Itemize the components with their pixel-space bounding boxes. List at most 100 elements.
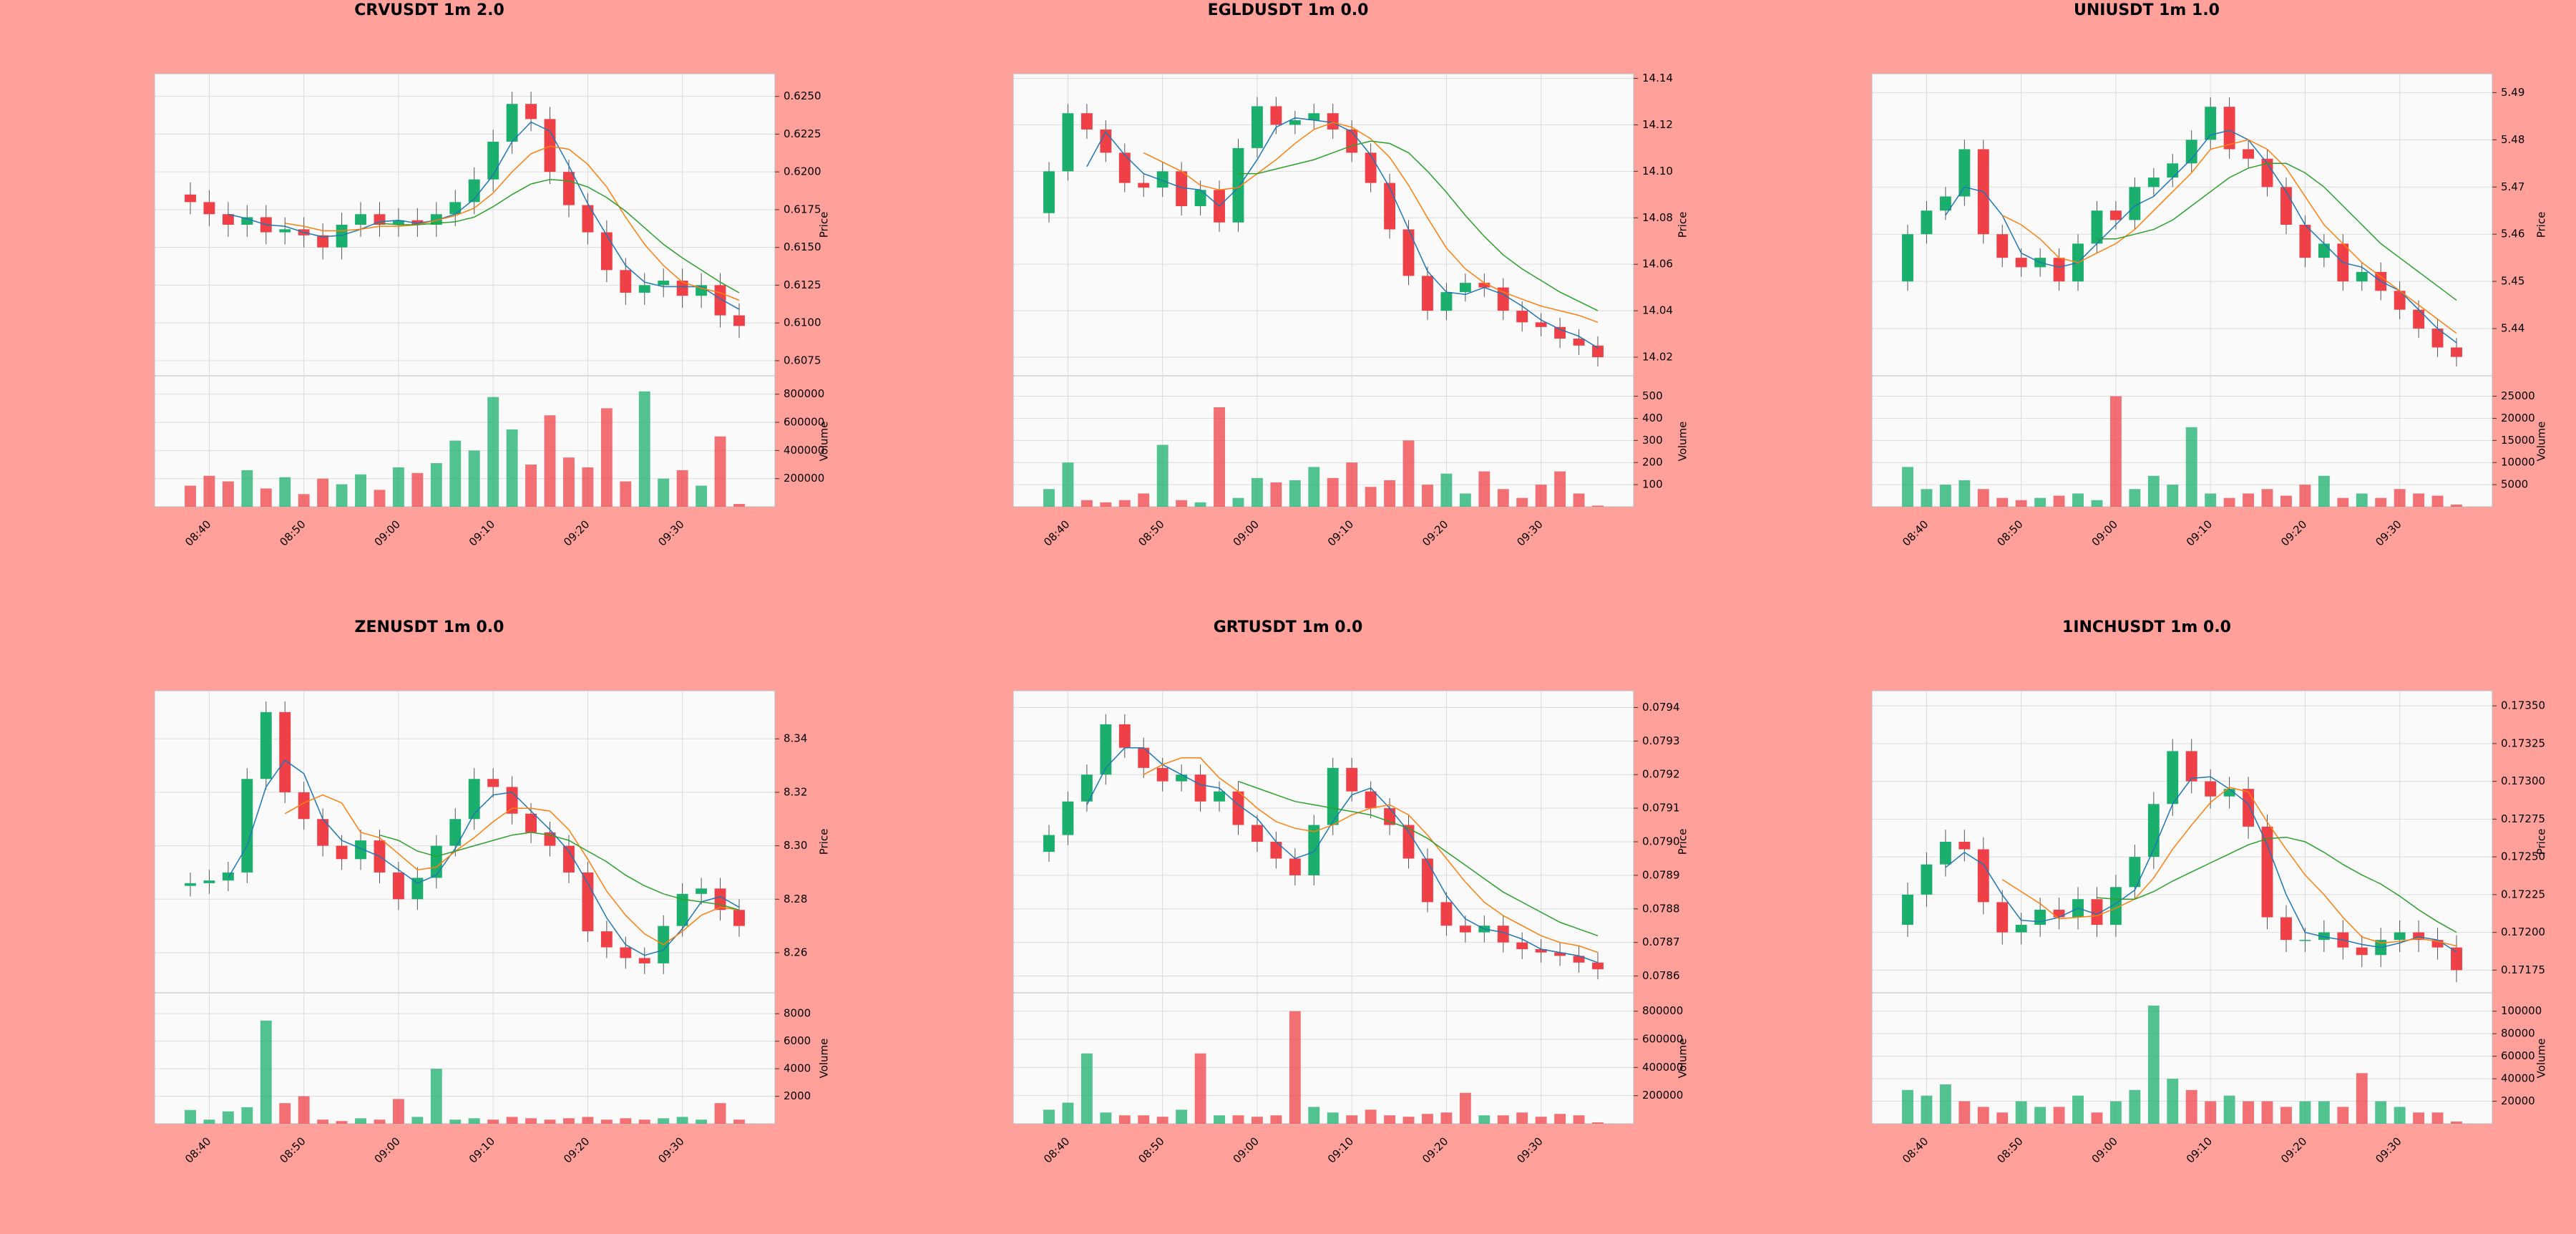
candle-body	[449, 202, 462, 215]
volume-bar	[1440, 1112, 1453, 1124]
volume-bar	[2109, 1101, 2122, 1124]
candle-body	[185, 883, 196, 886]
candle-body	[1289, 858, 1301, 875]
candle-body	[1176, 171, 1188, 207]
volume-bar	[1958, 1101, 1971, 1124]
y-tick-label: 0.6100	[784, 316, 821, 329]
chart-title: ZENUSDT 1m 0.0	[355, 618, 504, 636]
candle-body	[1440, 902, 1453, 926]
volume-bar	[600, 408, 613, 507]
candle-body	[1921, 210, 1933, 235]
x-tick-label: 09:20	[561, 1135, 592, 1165]
volume-bar	[1958, 480, 1971, 507]
candle-body	[1958, 842, 1971, 850]
y2-tick-label: 100	[1642, 478, 1663, 491]
volume-bar	[2053, 495, 2065, 507]
candle-body	[2356, 947, 2368, 956]
candle-body	[2015, 258, 2027, 268]
volume-bar	[620, 1118, 632, 1124]
volume-bar	[2072, 493, 2084, 507]
chart-panel: GRTUSDT 1m 0.0 0.0786 0.0787 0.0788 0.0789 0.…	[1013, 618, 1689, 1166]
x-tick-label: 09:30	[2373, 518, 2404, 548]
candle-body	[1232, 791, 1244, 825]
x-tick-label: 09:30	[1514, 1135, 1545, 1165]
y-tick-label: 0.0788	[1642, 902, 1680, 915]
candle-body	[241, 779, 253, 873]
volume-bar	[1402, 440, 1415, 507]
candle-body	[392, 872, 404, 900]
volume-bar	[1062, 462, 1074, 507]
y2-tick-label: 20000	[2501, 412, 2535, 424]
volume-bar	[2261, 489, 2273, 507]
candle-body	[2261, 158, 2273, 188]
y-tick-label: 5.45	[2501, 275, 2524, 288]
moving-average-line	[1143, 122, 1599, 324]
x-tick-label: 08:50	[277, 518, 308, 548]
candle-body	[2280, 917, 2292, 941]
volume-bar	[714, 436, 726, 507]
candle-body	[2129, 857, 2141, 888]
y-tick-label: 0.0790	[1642, 835, 1680, 848]
volume-bar	[1308, 467, 1320, 507]
candle-body	[1384, 183, 1396, 230]
candle-body	[1062, 113, 1074, 172]
volume-bar	[2147, 475, 2160, 507]
chart-panel: ZENUSDT 1m 0.0 8.26 8.28 8.30 8.32 8.34 2000 40…	[154, 618, 831, 1166]
y-tick-label: 0.17175	[2501, 963, 2545, 976]
candle-body	[2034, 909, 2046, 926]
x-tick-label: 09:10	[467, 1135, 497, 1165]
volume-bar	[714, 1103, 726, 1124]
y-axis-label: Price	[2535, 212, 2548, 238]
volume-bar	[1270, 1115, 1282, 1124]
y-tick-label: 0.6075	[784, 354, 821, 366]
volume-bar	[1327, 477, 1339, 507]
volume-bar	[185, 485, 196, 507]
moving-average-line	[284, 794, 740, 946]
volume-bar	[1194, 1053, 1206, 1124]
candle-body	[1422, 858, 1433, 903]
y-tick-label: 0.17200	[2501, 926, 2545, 938]
candle-body	[1516, 311, 1528, 323]
volume-bar	[1346, 462, 1358, 507]
volume-bar	[2375, 497, 2387, 507]
x-tick-label: 09:30	[655, 1135, 686, 1165]
volume-bar	[2261, 1101, 2273, 1124]
volume-bar	[2053, 1107, 2065, 1124]
y2-tick-label: 400000	[1642, 1061, 1683, 1074]
y-tick-label: 0.17350	[2501, 699, 2545, 712]
volume-bar	[676, 1117, 688, 1124]
candle-body	[600, 931, 613, 948]
y2-tick-label: 2000	[784, 1089, 811, 1102]
y2-tick-label: 400000	[784, 444, 824, 457]
candle-body	[525, 813, 537, 832]
plot-area	[154, 73, 776, 507]
candle-body	[1402, 825, 1415, 859]
volume-bar	[1422, 485, 1433, 507]
volume-bar	[336, 1121, 348, 1124]
volume-bar	[733, 504, 745, 507]
volume-bar	[185, 1109, 196, 1124]
volume-bar	[1977, 1107, 1989, 1124]
candle-body	[1308, 113, 1320, 120]
y2-tick-label: 60000	[2501, 1049, 2535, 1062]
y-tick-label: 0.0789	[1642, 868, 1680, 881]
volume-bar	[1080, 500, 1093, 507]
y-tick-label: 8.34	[784, 732, 807, 745]
candle-body	[2223, 789, 2235, 797]
moving-average-line	[379, 178, 740, 293]
volume-bar	[1346, 1115, 1358, 1124]
volume-bar	[2451, 504, 2462, 507]
y-axis-label: Price	[818, 212, 831, 238]
candle-body	[1156, 767, 1169, 782]
y2-tick-label: 15000	[2501, 434, 2535, 447]
volume-bar	[1516, 1112, 1528, 1124]
volume-bar	[449, 1119, 462, 1124]
volume-bar	[2299, 1101, 2311, 1124]
y-tick-label: 14.10	[1642, 165, 1673, 178]
volume-bar	[2129, 489, 2141, 507]
candle-body	[2147, 178, 2160, 188]
volume-bar	[298, 494, 310, 507]
y-tick-label: 5.47	[2501, 180, 2524, 193]
candle-body	[620, 270, 632, 293]
volume-bar	[487, 1119, 499, 1124]
